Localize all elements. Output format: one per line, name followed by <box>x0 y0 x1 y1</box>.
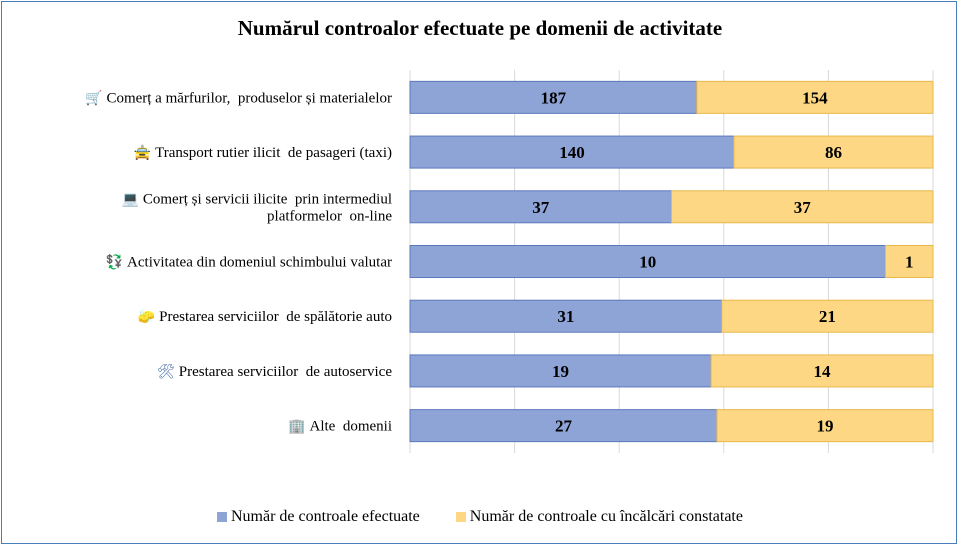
shopping-cart-icon: 🛒 <box>85 89 102 106</box>
bar-series1 <box>409 80 698 114</box>
data-label-series2: 86 <box>825 143 842 162</box>
data-label-series2: 21 <box>819 307 836 326</box>
currency-exchange-icon: 💱 <box>106 254 123 271</box>
sponge-icon: 🧽 <box>138 308 157 325</box>
bar-series2 <box>884 245 934 278</box>
chart-legend: Număr de controale efectuate Număr de co… <box>0 508 960 526</box>
bar-series2 <box>696 80 934 114</box>
legend-item-series1: Număr de controale efectuate <box>217 508 420 526</box>
category-label: platformelor on-line <box>267 208 392 224</box>
category-label: Prestarea serviciilor de autoservice <box>179 364 393 380</box>
category-label: Transport rutier ilicit de pasageri (tax… <box>155 145 392 161</box>
category-label: Comerț și servicii ilicite prin intermed… <box>143 191 392 207</box>
data-label-series2: 154 <box>802 88 828 107</box>
bar-series1 <box>409 245 886 278</box>
data-label-series2: 19 <box>816 417 833 436</box>
legend-label-series2: Număr de controale cu încălcări constata… <box>469 508 743 525</box>
category-label: Activitatea din domeniul schimbului valu… <box>127 255 392 271</box>
bar-series1 <box>409 299 723 333</box>
data-label-series1: 140 <box>559 143 585 162</box>
legend-swatch-series1 <box>217 512 227 522</box>
taxi-icon: 🚖 <box>134 144 151 161</box>
legend-item-series2: Număr de controale cu încălcări constata… <box>455 508 743 526</box>
bar-series2 <box>733 135 934 169</box>
data-label-series2: 14 <box>814 362 832 381</box>
bar-series2 <box>710 354 934 388</box>
data-label-series1: 31 <box>557 307 574 326</box>
data-label-series1: 27 <box>555 417 573 436</box>
bar-series1 <box>409 409 718 443</box>
laptop-icon: 💻 <box>121 191 139 207</box>
data-label-series1: 10 <box>639 253 656 272</box>
legend-swatch-series2 <box>455 512 466 522</box>
category-label: Comerț a mărfurilor, produselor și mater… <box>106 90 392 106</box>
bar-series2 <box>671 190 934 224</box>
data-label-series2: 1 <box>905 253 914 272</box>
tools-icon: 🛠 <box>157 364 175 380</box>
data-label-series2: 37 <box>794 198 812 217</box>
chart-title: Numărul controalor efectuate pe domenii … <box>237 16 723 40</box>
legend-label-series1: Număr de controale efectuate <box>231 508 420 525</box>
data-label-series1: 37 <box>532 198 550 217</box>
bar-series1 <box>409 135 735 169</box>
building-icon: 🏢 <box>288 419 305 435</box>
category-label: Prestarea serviciilor de spălătorie auto <box>159 309 392 325</box>
bar-series2 <box>721 299 934 333</box>
category-label: Alte domenii <box>310 419 393 435</box>
data-label-series1: 19 <box>552 362 569 381</box>
bar-series1 <box>409 190 672 224</box>
data-label-series1: 187 <box>541 88 567 107</box>
bar-series2 <box>716 409 934 443</box>
bar-chart-plot: 187 154 Comerț a mărfurilor, produselor și… <box>85 70 934 453</box>
